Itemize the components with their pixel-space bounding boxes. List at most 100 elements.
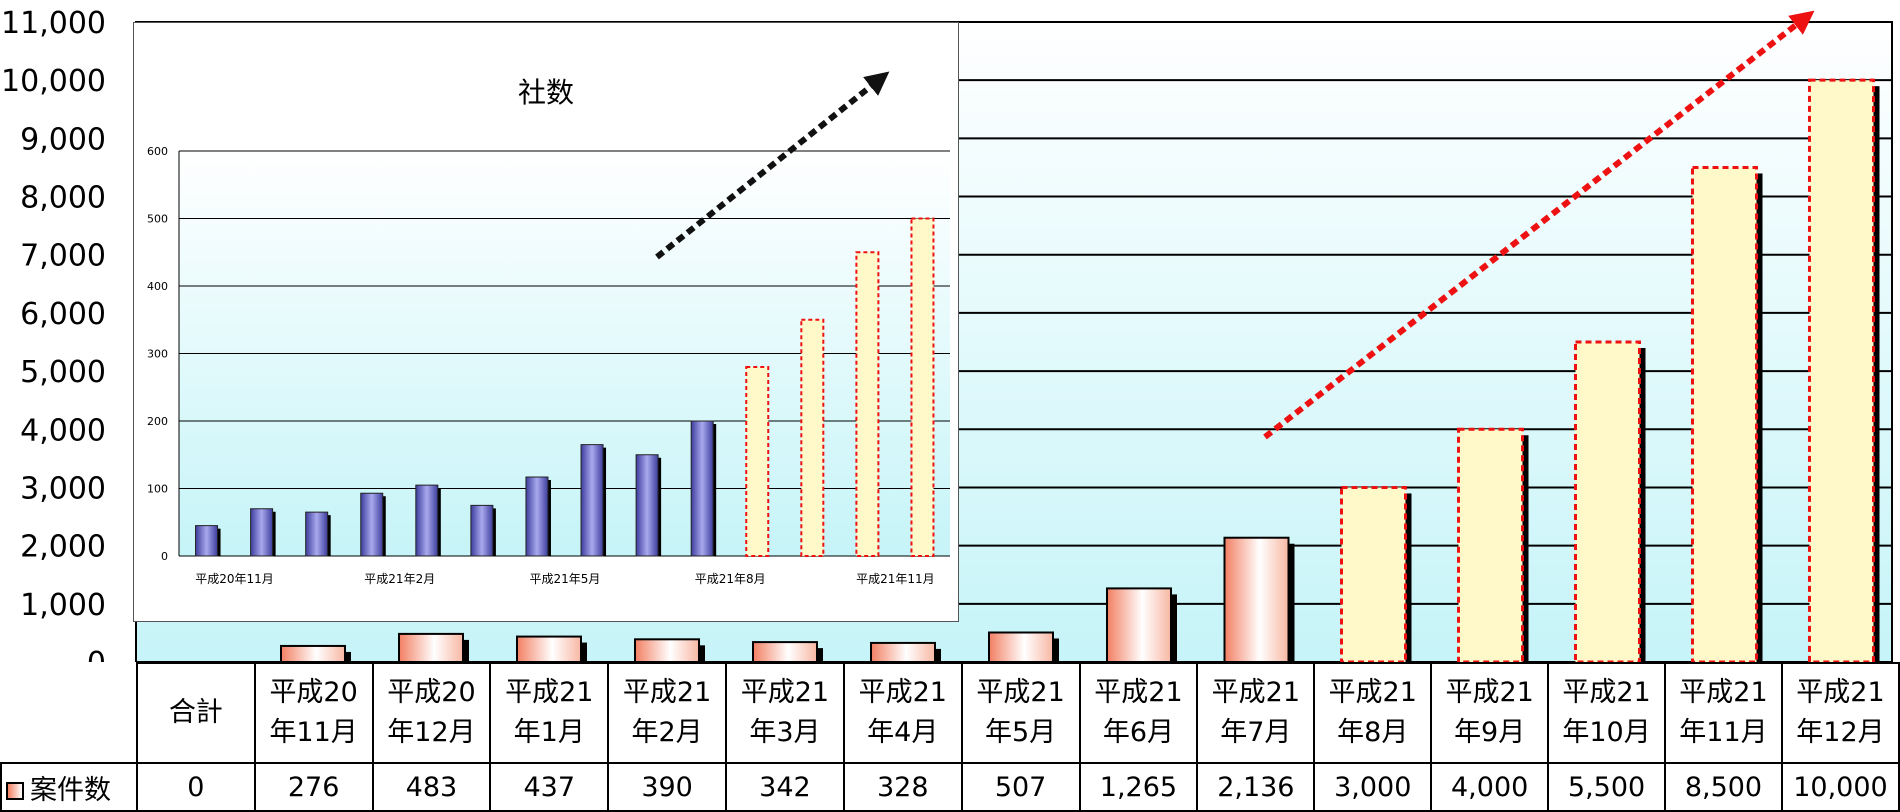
category-label: 平成21 年12月 (1780, 662, 1900, 764)
main-y-tick-label: 1,000 (20, 588, 106, 623)
value-cell: 2,136 (1196, 762, 1316, 812)
main-y-tick-label: 4,000 (20, 413, 106, 448)
category-line1: 平成21 (976, 677, 1065, 708)
category-label: 平成21 年3月 (725, 662, 845, 764)
inset-chart: 0 100 200 300 400 500 600 平成20年11月 平成21年2月 平成21年… (147, 71, 950, 586)
category-line1: 合計 (168, 697, 223, 728)
category-line1: 平成21 (1679, 677, 1768, 708)
category-line2: 年6月 (1102, 717, 1175, 748)
main-bar (398, 632, 469, 662)
category-line2: 年1月 (513, 717, 585, 748)
inset-chart-title: 社数 (517, 76, 574, 109)
main-bar (634, 638, 705, 662)
category-line1: 平成21 (1328, 677, 1417, 708)
main-bar (988, 631, 1059, 662)
category-line2: 年4月 (867, 717, 939, 748)
main-y-tick-label: 11,000 (1, 6, 106, 41)
inset-chart-panel: 社数 0 100 200 300 400 500 600 平成20年11月 平成21年2月 平成… (133, 22, 959, 622)
category-header-row: 合計 平成20 年11月 平成20 年12月 平成21 年1月 平成21 年2月 平成21 年3月平… (1, 662, 1900, 764)
inset-x-tick-label: 平成21年2月 (364, 572, 435, 586)
value-cell: 0 (135, 762, 256, 812)
category-line1: 平成21 (1796, 677, 1885, 708)
value-cell: 3,000 (1313, 762, 1433, 812)
inset-y-tick-label: 500 (147, 213, 168, 226)
main-bar (1106, 587, 1177, 662)
category-label: 合計 (135, 662, 256, 764)
inset-bar (800, 318, 825, 557)
value-cell: 4,000 (1430, 762, 1550, 812)
main-bar (1340, 485, 1412, 662)
category-line2: 年2月 (631, 717, 703, 748)
inset-trend-arrow (655, 71, 890, 260)
inset-y-tick-label: 0 (161, 550, 168, 563)
main-bar (280, 644, 351, 662)
main-y-tick-label: 3,000 (20, 471, 106, 506)
inset-y-tick-label: 400 (147, 280, 168, 293)
inset-y-tick-label: 300 (147, 348, 168, 361)
inset-bar (195, 525, 221, 557)
main-trend-arrow (1263, 10, 1815, 440)
category-line2: 年3月 (749, 717, 821, 748)
main-y-tick-label: 0 (87, 646, 106, 662)
category-line1: 平成20 (269, 677, 358, 708)
category-line1: 平成21 (1562, 677, 1651, 708)
inset-x-tick-label: 平成21年8月 (695, 572, 766, 586)
category-line1: 平成21 (740, 677, 830, 708)
legend-swatch (6, 782, 24, 800)
main-bar (1457, 427, 1529, 662)
category-label: 平成21 年1月 (489, 662, 610, 764)
main-y-tick-label: 9,000 (20, 122, 106, 157)
category-label: 平成21 年11月 (1664, 662, 1783, 764)
category-line2: 年11月 (269, 717, 358, 748)
value-cell: 342 (725, 762, 845, 812)
value-cell: 5,500 (1547, 762, 1667, 812)
category-label: 平成20 年12月 (371, 662, 492, 764)
inset-y-axis: 0 100 200 300 400 500 600 (147, 145, 168, 563)
inset-x-tick-label: 平成21年5月 (530, 572, 601, 586)
inset-y-tick-label: 100 (147, 483, 168, 496)
value-cell: 276 (253, 762, 374, 812)
main-y-axis: 0 1,000 2,000 3,000 4,000 5,000 6,000 7,000 8,00… (1, 6, 106, 662)
inset-bar (525, 476, 551, 557)
legend-entry: 案件数 (0, 762, 138, 812)
main-bar (1691, 165, 1763, 662)
category-label: 平成21 年10月 (1547, 662, 1667, 764)
value-cell: 390 (607, 762, 728, 812)
main-y-tick-label: 5,000 (20, 355, 106, 390)
category-line2: 年11月 (1679, 717, 1768, 748)
main-bar (1223, 536, 1295, 662)
main-bar (1574, 340, 1646, 662)
inset-bar (855, 251, 880, 557)
category-line2: 年9月 (1454, 717, 1526, 748)
main-bar (870, 641, 941, 662)
main-y-tick-label: 6,000 (20, 297, 106, 332)
value-cell: 507 (960, 762, 1081, 812)
inset-bar (360, 492, 386, 557)
inset-x-tick-label: 平成20年11月 (195, 572, 274, 586)
main-bar (516, 635, 587, 662)
inset-x-tick-label: 平成21年11月 (856, 572, 935, 586)
legend-label: 案件数 (30, 774, 111, 806)
main-bar (752, 641, 823, 662)
main-bar (1808, 78, 1880, 662)
category-line1: 平成21 (858, 677, 947, 708)
category-line1: 平成21 (622, 677, 712, 708)
inset-bar (910, 217, 935, 557)
category-label: 平成21 年6月 (1078, 662, 1199, 764)
category-line1: 平成21 (505, 677, 594, 708)
category-line1: 平成20 (387, 677, 476, 708)
category-label: 平成21 年2月 (607, 662, 728, 764)
main-y-tick-label: 10,000 (1, 64, 106, 99)
main-y-tick-label: 8,000 (20, 181, 106, 216)
value-cell: 437 (489, 762, 610, 812)
value-cell: 8,500 (1664, 762, 1783, 812)
category-label: 平成20 年11月 (253, 662, 374, 764)
category-line2: 年12月 (387, 717, 476, 748)
inset-bar (690, 420, 717, 557)
main-bars (280, 78, 1880, 662)
table-corner (1, 663, 138, 764)
category-line1: 平成21 (1211, 677, 1301, 708)
inset-bar (745, 366, 770, 557)
main-y-tick-label: 2,000 (20, 530, 106, 565)
inset-y-tick-label: 600 (147, 145, 168, 158)
